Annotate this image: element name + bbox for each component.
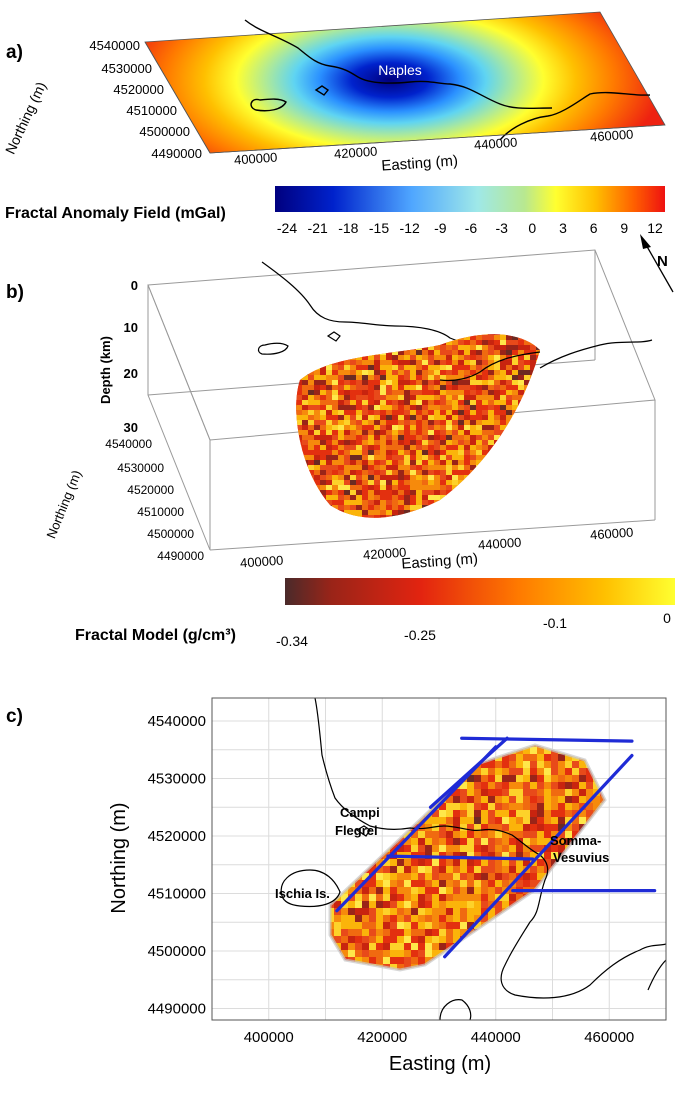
tick-a-x0: 400000 xyxy=(234,150,278,168)
north-arrow-head xyxy=(640,234,651,249)
tick-b-y1: 4530000 xyxy=(117,461,164,475)
axis-b-zlabel: Depth (km) xyxy=(98,336,113,404)
axis-b-northing: 4540000 4530000 4520000 4510000 4500000 … xyxy=(43,437,204,563)
tick-a-y2: 4520000 xyxy=(113,82,164,97)
tick-a-y4: 4500000 xyxy=(139,124,190,139)
colorbar-b: Fractal Model (g/cm³) -0.34 -0.25 -0.1 0 xyxy=(75,578,675,649)
tick-cb-a-11: 9 xyxy=(620,220,628,236)
tick-cb-b1: -0.25 xyxy=(404,627,436,643)
profile-line-5 xyxy=(443,753,634,959)
axis-b-xlabel: Easting (m) xyxy=(401,550,479,572)
axis-a-ylabel: Northing (m) xyxy=(2,79,49,156)
panel-a-label: a) xyxy=(6,42,23,63)
tick-c-y4: 4500000 xyxy=(148,943,206,960)
profile-lines xyxy=(335,736,657,959)
tick-b-y0: 4540000 xyxy=(105,437,152,451)
tick-cb-a-9: 3 xyxy=(559,220,567,236)
density-body xyxy=(296,334,540,518)
tick-c-y5: 4490000 xyxy=(148,1001,206,1018)
tick-c-y1: 4530000 xyxy=(148,771,206,788)
tick-b-x3: 460000 xyxy=(590,525,634,543)
map-c-frame xyxy=(211,697,667,1021)
place-label-vesuvius: Vesuvius xyxy=(553,850,609,865)
tick-cb-a-4: -12 xyxy=(400,220,420,236)
tick-b-z1: 10 xyxy=(124,320,138,335)
tick-c-x1: 420000 xyxy=(357,1029,407,1046)
colorbar-a-title: Fractal Anomaly Field (mGal) xyxy=(5,205,226,222)
axis-c-ylabel: Northing (m) xyxy=(108,802,130,913)
tick-cb-a-5: -9 xyxy=(434,220,447,236)
tick-cb-b2: -0.1 xyxy=(543,615,567,631)
place-labels-c: Campi Flegrei Somma- Vesuvius Ischia Is. xyxy=(275,805,609,901)
place-label-campi: Campi xyxy=(340,805,380,820)
axis-a-easting: 400000 420000 440000 460000 Easting (m) xyxy=(209,124,666,175)
tick-c-y2: 4520000 xyxy=(148,828,206,845)
tick-cb-a-6: -6 xyxy=(465,220,478,236)
tick-cb-a-7: -3 xyxy=(495,220,508,236)
axis-b-depth: 0 10 20 30 Depth (km) xyxy=(98,278,138,435)
tick-a-y3: 4510000 xyxy=(126,103,177,118)
colorbar-a-bar xyxy=(275,186,665,212)
tick-cb-a-1: -21 xyxy=(308,220,328,236)
place-label-flegrei: Flegrei xyxy=(335,823,378,838)
tick-b-x2: 440000 xyxy=(478,535,522,553)
colorbar-b-bar xyxy=(285,578,675,605)
tick-cb-a-3: -15 xyxy=(369,220,389,236)
colorbar-a: Fractal Anomaly Field (mGal) -24 -21 -18 -1… xyxy=(5,186,665,236)
north-arrow-label: N xyxy=(657,253,668,270)
tick-a-x1: 420000 xyxy=(334,144,378,162)
tick-a-x3: 460000 xyxy=(590,127,634,145)
tick-b-x0: 400000 xyxy=(240,553,284,571)
tick-b-y5: 4490000 xyxy=(157,549,204,563)
tick-b-x1: 420000 xyxy=(363,545,407,563)
panel-c: c) Campi Flegrei Somma- Vesuvius Ischia … xyxy=(6,697,667,1075)
profile-line-3 xyxy=(335,745,498,913)
panel-a: a) Naples 4540000 4530000 4520000 451000… xyxy=(2,11,666,236)
tick-c-y0: 4540000 xyxy=(148,713,206,730)
tick-cb-a-0: -24 xyxy=(277,220,297,236)
profile-line-1 xyxy=(460,736,634,743)
panel-c-label: c) xyxy=(6,706,23,727)
tick-c-x2: 440000 xyxy=(471,1029,521,1046)
tick-a-y0: 4540000 xyxy=(89,38,140,53)
axis-a-xlabel: Easting (m) xyxy=(381,152,459,174)
axis-b-ylabel: Northing (m) xyxy=(43,468,84,541)
tick-cb-a-2: -18 xyxy=(338,220,358,236)
tick-c-x3: 460000 xyxy=(584,1029,634,1046)
coastline-b xyxy=(257,261,653,369)
profile-line-4 xyxy=(386,854,535,861)
north-arrow: N xyxy=(640,234,674,293)
place-label-somma: Somma- xyxy=(550,833,601,848)
place-label-ischia: Ischia Is. xyxy=(275,886,330,901)
axis-c-ticks: 400000 420000 440000 460000 4540000 4530000 45… xyxy=(148,713,635,1046)
tick-b-y3: 4510000 xyxy=(137,505,184,519)
tick-cb-a-12: 12 xyxy=(647,220,663,236)
city-label-naples: Naples xyxy=(378,62,422,78)
tick-c-x0: 400000 xyxy=(244,1029,294,1046)
colorbar-b-title: Fractal Model (g/cm³) xyxy=(75,627,236,644)
tick-b-z2: 20 xyxy=(124,366,138,381)
panel-b: b) 0 10 20 30 xyxy=(6,249,675,649)
tick-cb-b0: -0.34 xyxy=(276,633,308,649)
coastline-c xyxy=(280,698,666,1020)
tick-b-y4: 4500000 xyxy=(147,527,194,541)
tick-a-x2: 440000 xyxy=(474,135,518,153)
tick-b-z3: 30 xyxy=(124,420,138,435)
coastline-b-over xyxy=(439,351,541,382)
axis-c-xlabel: Easting (m) xyxy=(389,1053,491,1075)
axis-b-easting: 400000 420000 440000 460000 Easting (m) xyxy=(240,525,634,573)
tick-a-y1: 4530000 xyxy=(101,61,152,76)
tick-cb-a-10: 6 xyxy=(590,220,598,236)
tick-cb-a-8: 0 xyxy=(528,220,536,236)
tick-cb-b3: 0 xyxy=(663,610,671,626)
tick-b-y2: 4520000 xyxy=(127,483,174,497)
tick-b-z0: 0 xyxy=(131,278,138,293)
panel-b-label: b) xyxy=(6,282,24,303)
tick-c-y3: 4510000 xyxy=(148,886,206,903)
coastline-a xyxy=(244,19,651,141)
tick-a-y5: 4490000 xyxy=(151,146,202,161)
